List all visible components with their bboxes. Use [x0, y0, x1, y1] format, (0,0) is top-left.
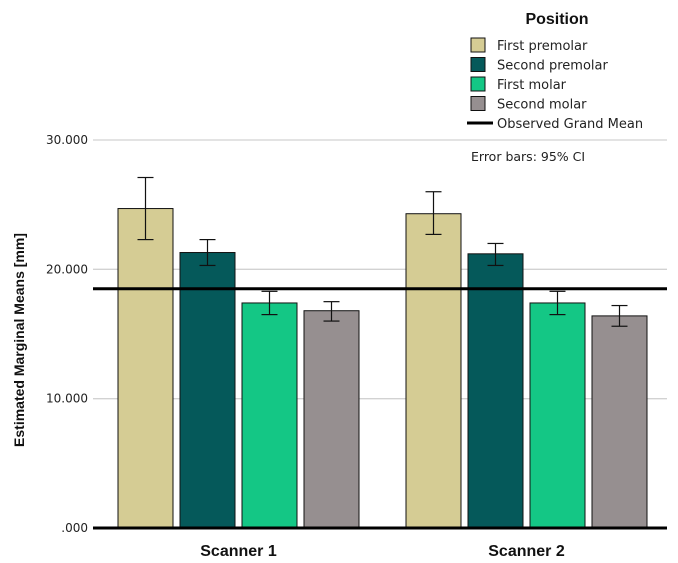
legend-swatch	[470, 37, 486, 53]
bars	[117, 208, 648, 529]
y-tick-label: 10.000	[46, 392, 88, 406]
bar	[405, 213, 462, 529]
y-tick-label: 30.000	[46, 133, 88, 147]
bar	[241, 302, 298, 529]
reference-line	[93, 287, 667, 530]
error-bar-annotation: Error bars: 95% CI	[471, 149, 585, 164]
y-tick-label: .000	[61, 521, 88, 535]
legend-swatch	[470, 76, 486, 92]
legend-title: Position	[525, 11, 588, 28]
legend-label: First molar	[497, 78, 567, 93]
legend-swatch	[470, 57, 486, 72]
legend-label: First premolar	[497, 39, 588, 54]
y-axis-title: Estimated Marginal Means [mm]	[11, 233, 27, 447]
bar	[303, 310, 360, 529]
bar	[529, 302, 586, 529]
x-category-label: Scanner 1	[200, 543, 277, 560]
bar	[591, 315, 648, 529]
x-category-label: Scanner 2	[488, 543, 565, 560]
legend-swatch	[470, 96, 486, 111]
y-axis-ticks: .000 10.000 20.000 30.000	[46, 133, 88, 535]
bar	[179, 252, 236, 529]
y-tick-label: 20.000	[46, 262, 88, 276]
legend-label: Second premolar	[497, 59, 608, 74]
bar	[117, 208, 174, 529]
legend-items: First premolar Second premolar First molar…	[467, 37, 643, 132]
legend-label: Observed Grand Mean	[497, 117, 643, 132]
x-axis-categories: Scanner 1 Scanner 2	[200, 543, 565, 560]
bar	[467, 253, 524, 529]
error-bars	[137, 176, 628, 327]
legend-label: Second molar	[497, 98, 587, 113]
